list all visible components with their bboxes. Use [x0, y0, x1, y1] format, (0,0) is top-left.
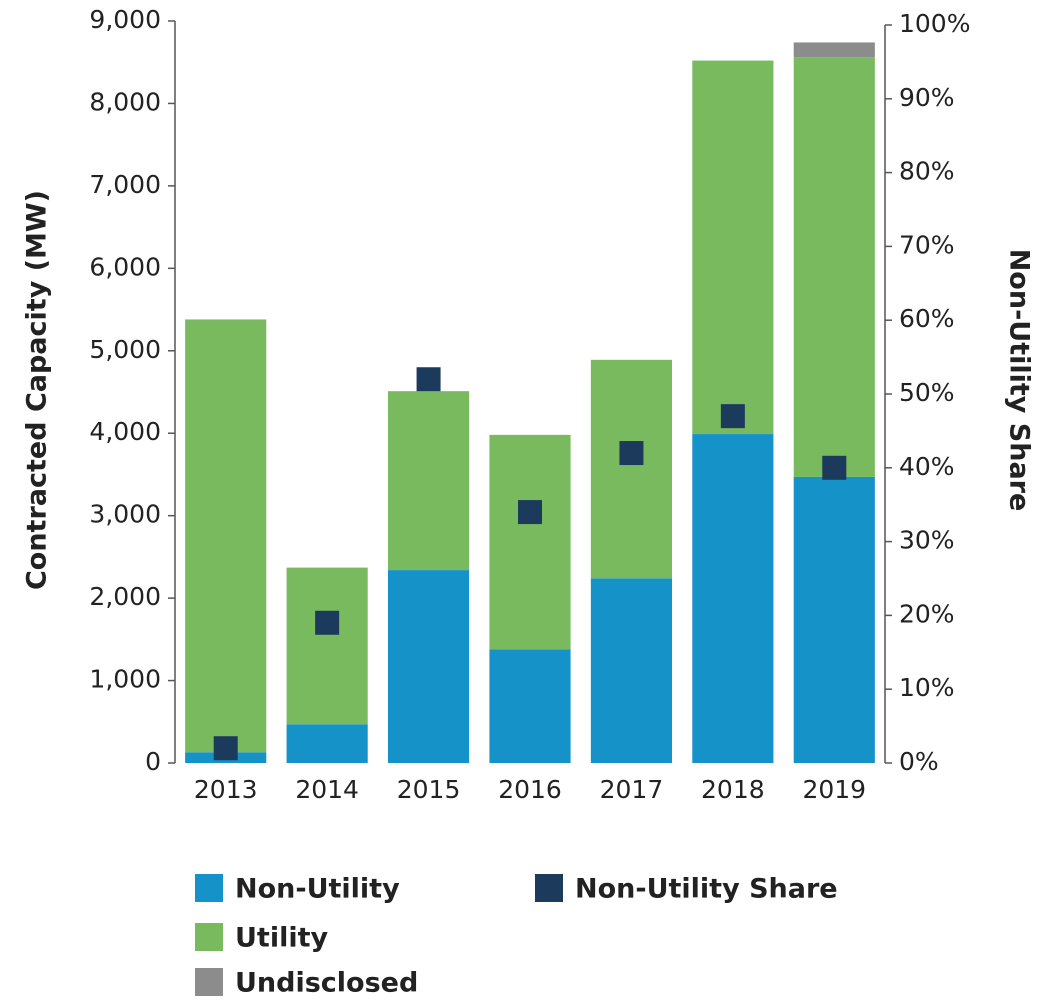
share-marker	[822, 455, 847, 480]
y-tick-label: 2,000	[89, 582, 161, 611]
legend-label: Utility	[235, 923, 329, 954]
share-marker	[416, 367, 441, 392]
legend-swatch	[195, 968, 223, 996]
share-marker	[213, 736, 238, 761]
bar-segment	[286, 567, 368, 725]
y2-tick-label: 50%	[899, 378, 955, 407]
bar-segment	[793, 42, 875, 58]
share-marker	[518, 500, 542, 525]
y2-tick-label: 10%	[899, 673, 955, 702]
y-tick-label: 4,000	[89, 417, 161, 446]
y-tick-label: 7,000	[89, 170, 161, 199]
y2-tick-label: 30%	[899, 526, 955, 555]
bar-segment	[286, 724, 368, 763]
legend-swatch	[535, 874, 563, 902]
y2-tick-label: 20%	[899, 599, 955, 628]
y-axis-title: Contracted Capacity (MW)	[22, 190, 53, 590]
bar-segment	[489, 649, 571, 763]
y-tick-label: 1,000	[89, 665, 161, 694]
y2-tick-label: 40%	[899, 452, 955, 481]
y-tick-label: 0	[145, 747, 161, 776]
x-tick-label: 2013	[194, 775, 258, 804]
share-marker	[315, 610, 340, 635]
bar-segment	[692, 434, 774, 763]
bar-segment	[692, 60, 774, 435]
y2-tick-label: 60%	[899, 304, 955, 333]
bar-segment	[388, 570, 470, 763]
y2-tick-label: 90%	[899, 83, 955, 112]
y-tick-label: 5,000	[89, 335, 161, 364]
bar-segment	[793, 57, 875, 477]
bar-segment	[590, 578, 672, 763]
bar-segment	[590, 359, 672, 579]
legend-label: Undisclosed	[235, 968, 418, 999]
x-tick-label: 2016	[498, 775, 562, 804]
x-tick-label: 2019	[802, 775, 866, 804]
y2-tick-label: 100%	[899, 9, 970, 38]
share-marker	[720, 404, 745, 429]
bar-segment	[185, 319, 267, 753]
x-tick-label: 2017	[600, 775, 664, 804]
bar-segment	[388, 391, 470, 571]
x-tick-label: 2014	[295, 775, 359, 804]
y-tick-label: 3,000	[89, 500, 161, 529]
x-tick-label: 2015	[397, 775, 461, 804]
legend-label: Non-Utility	[235, 874, 400, 905]
y2-tick-label: 80%	[899, 157, 955, 186]
share-marker	[619, 441, 644, 466]
legend-label: Non-Utility Share	[575, 874, 838, 905]
legend-swatch	[195, 874, 223, 902]
legend-swatch	[195, 923, 223, 951]
y2-tick-label: 70%	[899, 230, 955, 259]
bar-segment	[489, 434, 571, 650]
y-tick-label: 8,000	[89, 87, 161, 116]
y2-tick-label: 0%	[899, 747, 939, 776]
y2-axis-title: Non-Utility Share	[1004, 249, 1035, 512]
y-tick-label: 9,000	[89, 5, 161, 34]
x-tick-label: 2018	[701, 775, 765, 804]
y-tick-label: 6,000	[89, 252, 161, 281]
bar-segment	[793, 476, 875, 763]
